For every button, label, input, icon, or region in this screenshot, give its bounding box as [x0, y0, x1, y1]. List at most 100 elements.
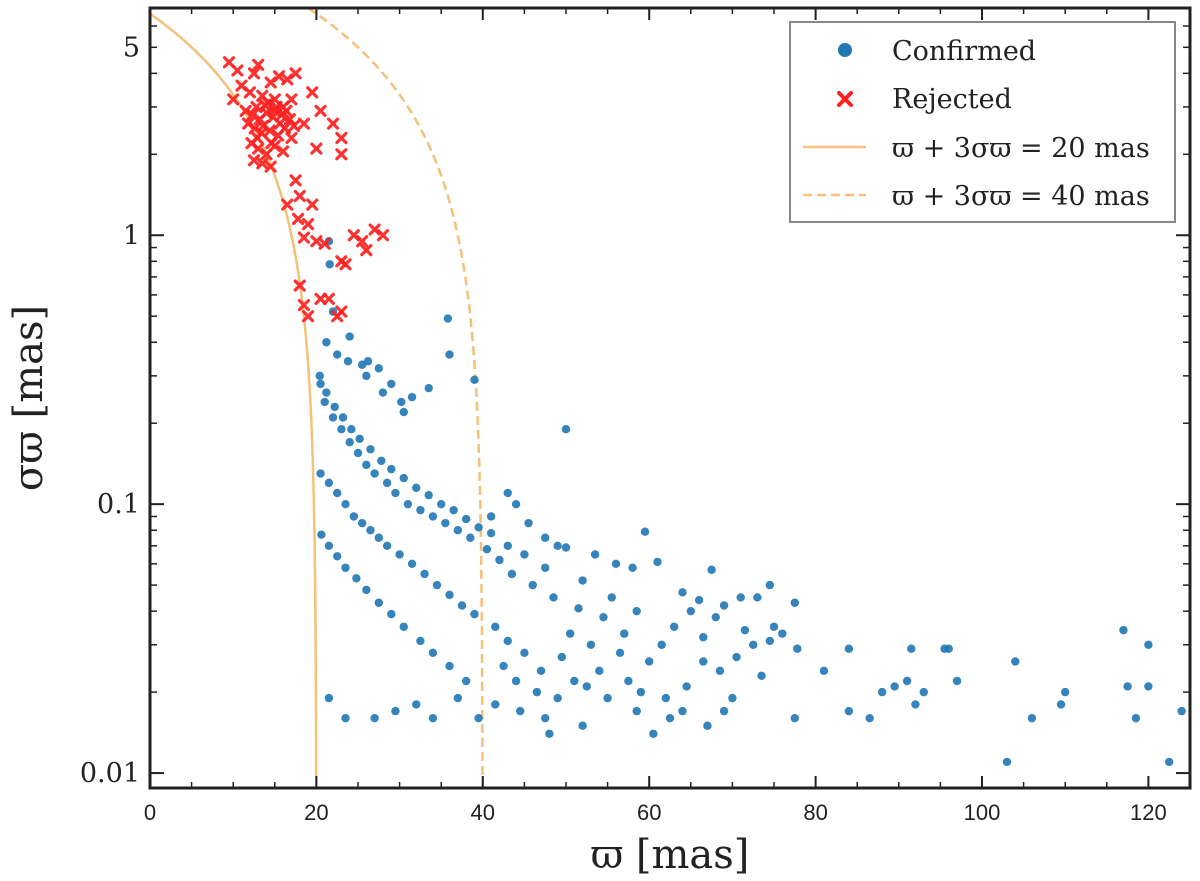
confirmed-point — [1002, 757, 1012, 767]
rejected-point — [293, 279, 306, 292]
confirmed-point — [707, 565, 716, 575]
legend-curve20-label: ϖ + 3σϖ = 20 mas — [892, 133, 1150, 164]
legend-confirmed-marker — [838, 43, 852, 57]
confirmed-point — [607, 593, 616, 602]
confirmed-point — [557, 652, 567, 662]
confirmed-point — [615, 648, 625, 658]
confirmed-point — [482, 545, 492, 554]
confirmed-point — [366, 445, 375, 454]
confirmed-point — [370, 469, 379, 478]
legend-box — [789, 21, 1176, 223]
confirmed-point — [765, 580, 775, 590]
confirmed-point — [711, 612, 720, 622]
confirmed-point — [907, 644, 916, 653]
confirmed-point — [844, 706, 854, 716]
tick-layer: 0 20 40 60 80 100 120 5 1 0.1 0.01 — [80, 7, 1190, 825]
legend-rejected-marker — [837, 91, 853, 107]
confirmed-point — [403, 499, 413, 509]
confirmed-point — [590, 550, 600, 559]
confirmed-point — [952, 676, 962, 686]
confirmed-point — [545, 729, 554, 738]
confirmed-point — [503, 541, 512, 551]
confirmed-point — [503, 488, 512, 498]
rejected-point — [243, 86, 256, 99]
confirmed-point — [586, 640, 596, 649]
y-tick-label: 0.1 — [97, 489, 140, 520]
confirmed-point — [387, 464, 396, 474]
confirmed-point — [570, 676, 579, 686]
confirmed-point — [491, 700, 500, 709]
rejected-point — [231, 64, 244, 77]
confirmed-point — [944, 644, 953, 653]
confirmed-point — [457, 601, 467, 610]
confirmed-point — [366, 526, 375, 535]
rejected-point — [283, 113, 296, 126]
confirmed-point — [719, 601, 729, 610]
confirmed-point — [699, 657, 708, 666]
confirmed-point — [341, 713, 350, 723]
confirmed-point — [322, 338, 331, 347]
confirmed-point — [740, 625, 750, 635]
x-tick-label: 60 — [637, 800, 661, 825]
confirmed-point — [424, 383, 433, 393]
confirmed-point — [437, 499, 446, 509]
confirmed-point — [378, 388, 388, 397]
rejected-point — [246, 108, 259, 122]
confirmed-point — [578, 576, 587, 585]
confirmed-point — [416, 505, 425, 515]
confirmed-point — [1119, 625, 1128, 635]
confirmed-point — [715, 666, 725, 676]
rejected-point — [322, 292, 335, 305]
rejected-point — [335, 148, 348, 161]
confirmed-point — [511, 499, 521, 509]
confirmed-point — [507, 569, 517, 579]
confirmed-point — [1144, 640, 1153, 649]
confirmed-point — [382, 478, 392, 488]
confirmed-point — [395, 550, 404, 559]
confirmed-point — [532, 687, 542, 697]
confirmed-point — [343, 357, 353, 366]
confirmed-point — [1123, 682, 1132, 691]
rejected-point — [281, 73, 294, 86]
curve-layer — [149, 6, 484, 789]
rejected-point — [247, 67, 261, 80]
confirmed-point — [374, 364, 383, 373]
confirmed-point — [1011, 657, 1020, 666]
confirmed-point — [1061, 687, 1070, 697]
legend-rejected-label: Rejected — [892, 84, 1012, 115]
confirmed-point — [653, 557, 662, 567]
rejected-point — [252, 58, 265, 72]
confirmed-point — [362, 460, 371, 470]
confirmed-point — [665, 713, 675, 723]
confirmed-point — [320, 397, 329, 407]
rejected-point — [268, 104, 281, 118]
rejected-point — [265, 137, 278, 150]
confirmed-point — [453, 526, 463, 535]
confirmed-point — [574, 604, 583, 613]
confirmed-point — [333, 552, 342, 561]
confirmed-point — [1056, 700, 1066, 709]
confirmed-point — [661, 693, 671, 703]
rejected-point — [285, 131, 298, 145]
rejected-point — [285, 93, 298, 106]
confirmed-point — [412, 700, 421, 709]
confirmed-point — [324, 693, 334, 703]
x-tick-label: 120 — [1130, 800, 1167, 825]
confirmed-point — [636, 687, 646, 697]
confirmed-point — [399, 622, 408, 631]
rejected-series — [222, 56, 390, 323]
confirmed-point — [611, 559, 621, 569]
confirmed-point — [911, 700, 920, 709]
confirmed-point — [793, 644, 802, 653]
rejected-point — [293, 189, 306, 203]
rejected-point — [376, 229, 390, 242]
confirmed-point — [428, 512, 438, 521]
confirmed-point — [902, 676, 912, 686]
confirmed-point — [370, 713, 379, 723]
legend-curve40-label: ϖ + 3σϖ = 40 mas — [892, 181, 1150, 212]
rejected-point — [360, 244, 373, 257]
confirmed-point — [486, 528, 496, 538]
rejected-point — [318, 237, 331, 250]
confirmed-point — [624, 676, 633, 686]
